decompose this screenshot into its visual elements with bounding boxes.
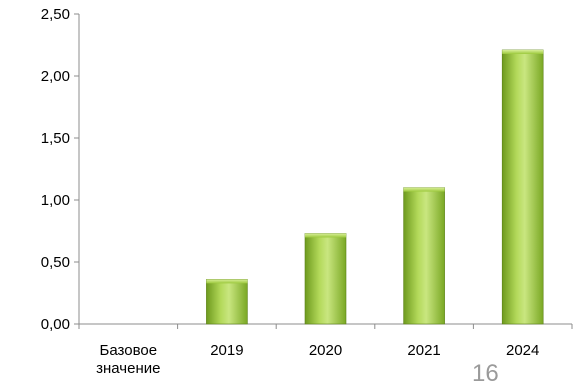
bar: [403, 187, 445, 325]
page-number: 16: [472, 360, 499, 387]
labels: 0,00 0,50 1,00 1,50 2,00 2,50 Базовое значение 2…: [41, 6, 540, 377]
y-tick-label: 1,00: [41, 192, 70, 209]
y-tick-label: 2,00: [41, 68, 70, 85]
x-tick-label: 2021: [407, 342, 440, 359]
bar-cap: [206, 279, 248, 284]
x-tick-label: 2020: [309, 342, 342, 359]
bar: [206, 279, 248, 325]
y-tick-label: 1,50: [41, 130, 70, 147]
bar-cap: [403, 187, 445, 192]
y-tick-label: 0,50: [41, 254, 70, 271]
bar: [501, 49, 544, 325]
x-tick-label: 2019: [210, 342, 243, 359]
x-tick-label: Базовое значение: [96, 342, 160, 377]
bar: [304, 233, 347, 325]
axes: [74, 13, 573, 329]
bar-cap: [502, 49, 544, 54]
bars: [206, 49, 544, 325]
y-tick-label: 2,50: [41, 6, 70, 23]
y-tick-label: 0,00: [41, 316, 70, 333]
bar-cap: [305, 233, 346, 238]
x-tick-label: 2024: [506, 342, 539, 359]
